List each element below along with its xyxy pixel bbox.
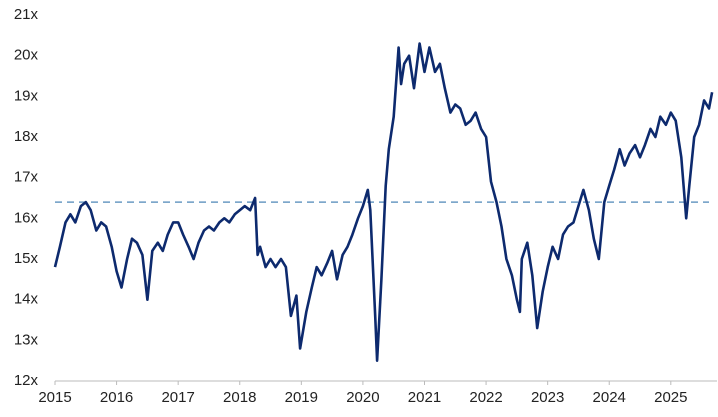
y-tick-label: 13x [14, 331, 39, 348]
x-tick-label: 2016 [100, 389, 133, 406]
x-tick-label: 2022 [469, 389, 502, 406]
y-tick-label: 12x [14, 372, 39, 389]
x-tick-label: 2015 [38, 389, 71, 406]
x-tick-label: 2023 [531, 389, 564, 406]
y-tick-label: 18x [14, 128, 39, 145]
y-tick-label: 16x [14, 209, 39, 226]
y-tick-label: 21x [14, 6, 39, 23]
y-tick-label: 17x [14, 169, 39, 186]
y-tick-label: 19x [14, 87, 39, 104]
x-tick-label: 2025 [654, 389, 687, 406]
x-tick-label: 2019 [285, 389, 318, 406]
line-series [53, 42, 714, 362]
x-tick-label: 2020 [346, 389, 379, 406]
y-tick-label: 14x [14, 291, 39, 308]
x-tick-label: 2017 [161, 389, 194, 406]
y-tick-label: 20x [14, 47, 39, 64]
x-tick-label: 2021 [408, 389, 441, 406]
y-tick-label: 15x [14, 250, 39, 267]
x-tick-label: 2024 [593, 389, 626, 406]
x-tick-label: 2018 [223, 389, 256, 406]
